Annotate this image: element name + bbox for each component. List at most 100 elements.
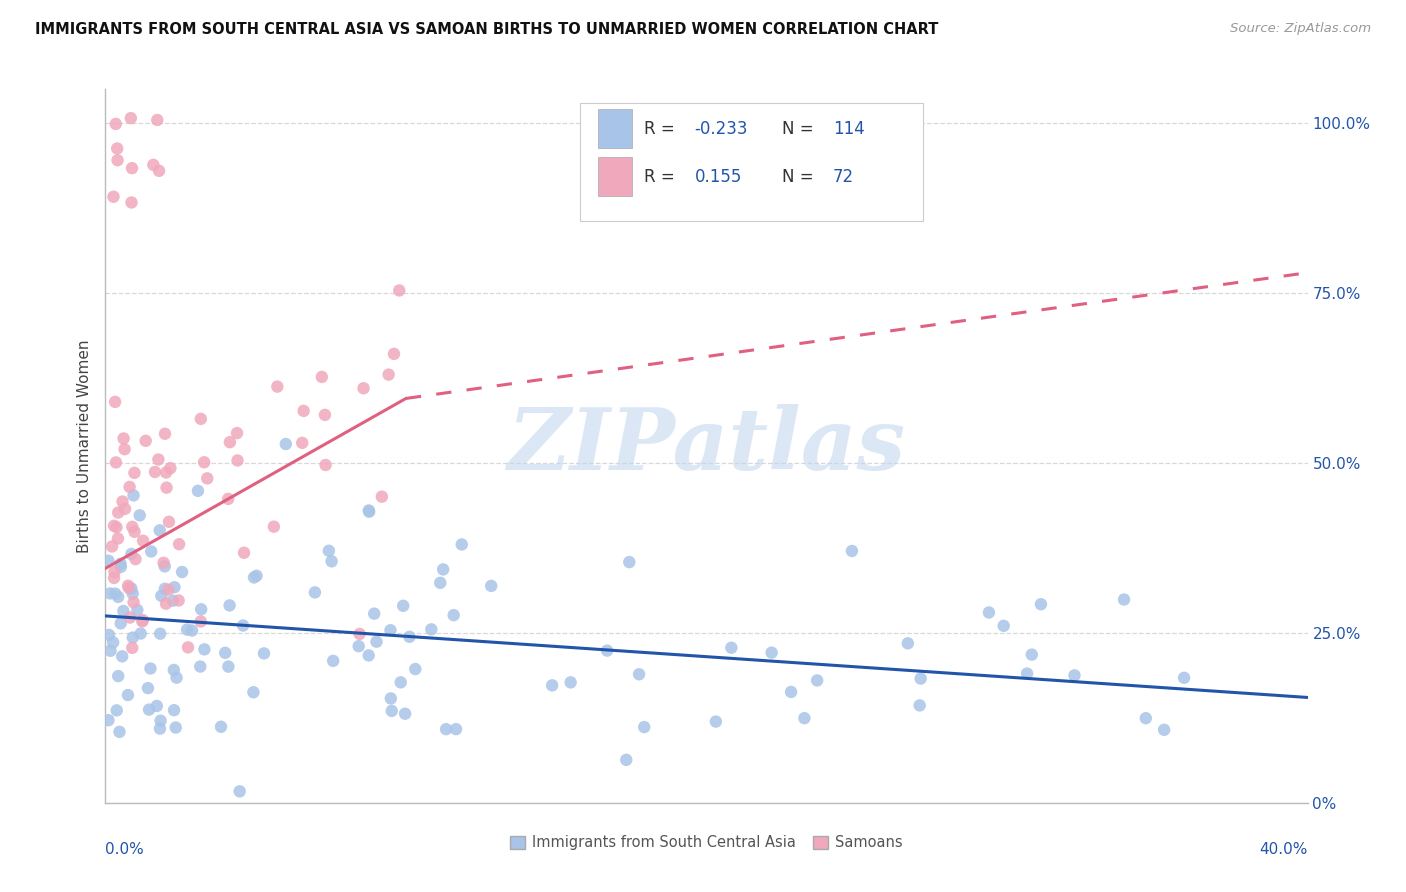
Point <box>908 698 931 713</box>
Point <box>479 579 502 593</box>
Point <box>122 488 145 502</box>
Point <box>120 547 142 561</box>
Point <box>105 141 128 155</box>
Point <box>187 483 209 498</box>
Point <box>214 646 236 660</box>
Text: -0.233: -0.233 <box>695 120 748 137</box>
Point <box>131 615 153 629</box>
Point <box>142 158 165 172</box>
Point <box>112 432 135 446</box>
Point <box>117 688 139 702</box>
Point <box>121 161 143 176</box>
Point <box>100 644 122 658</box>
Point <box>1063 668 1085 682</box>
Point <box>167 593 190 607</box>
Point <box>166 671 188 685</box>
Point <box>315 458 337 472</box>
Point <box>107 669 129 683</box>
Text: R =: R = <box>644 168 685 186</box>
Point <box>136 681 159 695</box>
Point <box>388 284 411 298</box>
Point <box>363 607 385 621</box>
Point <box>103 518 125 533</box>
Point <box>347 639 370 653</box>
Point <box>155 466 177 480</box>
Text: Source: ZipAtlas.com: Source: ZipAtlas.com <box>1230 22 1371 36</box>
Point <box>181 624 204 638</box>
Point <box>190 602 212 616</box>
Point <box>118 581 141 595</box>
Point <box>993 619 1015 633</box>
Point <box>977 606 1000 620</box>
Point <box>219 435 242 450</box>
Point <box>153 559 176 574</box>
Point <box>98 586 121 600</box>
Text: 0.0%: 0.0% <box>105 842 145 857</box>
Point <box>149 714 172 728</box>
Point <box>371 490 394 504</box>
Point <box>429 575 451 590</box>
Point <box>780 685 803 699</box>
Point <box>122 595 145 609</box>
Point <box>263 519 285 533</box>
Point <box>232 618 254 632</box>
Point <box>357 503 380 517</box>
Point <box>318 543 340 558</box>
Point <box>420 623 443 637</box>
Point <box>322 654 344 668</box>
Point <box>101 540 124 554</box>
Point <box>614 753 637 767</box>
Text: R =: R = <box>644 120 681 137</box>
Point <box>153 426 176 441</box>
Point <box>304 585 326 599</box>
Point <box>245 568 267 582</box>
Point <box>103 571 125 585</box>
Point <box>380 691 402 706</box>
Text: ZIPatlas: ZIPatlas <box>508 404 905 488</box>
Point <box>159 461 181 475</box>
Point <box>321 554 343 568</box>
Point <box>124 524 146 539</box>
Point <box>443 608 465 623</box>
Point <box>243 570 266 584</box>
Text: N =: N = <box>782 120 820 137</box>
Point <box>152 556 174 570</box>
Point <box>1153 723 1175 737</box>
Point <box>910 672 932 686</box>
Point <box>218 599 240 613</box>
Point <box>897 636 920 650</box>
Point <box>127 603 149 617</box>
Point <box>98 628 121 642</box>
Point <box>128 508 150 523</box>
Point <box>163 703 186 717</box>
Point <box>253 646 276 660</box>
Point <box>148 452 170 467</box>
Point <box>121 195 143 210</box>
Point <box>112 604 135 618</box>
Point <box>167 537 190 551</box>
Point <box>104 587 127 601</box>
Point <box>1112 592 1135 607</box>
Point <box>1021 648 1043 662</box>
Text: 0.155: 0.155 <box>695 168 742 186</box>
Point <box>541 678 564 692</box>
Point <box>138 703 160 717</box>
Point <box>291 435 314 450</box>
Point <box>720 640 742 655</box>
Text: N =: N = <box>782 168 820 186</box>
Point <box>118 610 141 624</box>
Point <box>172 565 194 579</box>
Point <box>450 537 472 551</box>
Point <box>242 685 264 699</box>
Point <box>1135 711 1157 725</box>
Point <box>146 112 169 127</box>
Point <box>110 557 132 571</box>
Point <box>120 582 142 596</box>
Point <box>162 593 184 607</box>
Point <box>110 559 132 574</box>
Point <box>389 675 412 690</box>
Point <box>353 381 375 395</box>
Point <box>163 580 186 594</box>
Y-axis label: Births to Unmarried Women: Births to Unmarried Women <box>76 339 91 553</box>
Point <box>404 662 426 676</box>
